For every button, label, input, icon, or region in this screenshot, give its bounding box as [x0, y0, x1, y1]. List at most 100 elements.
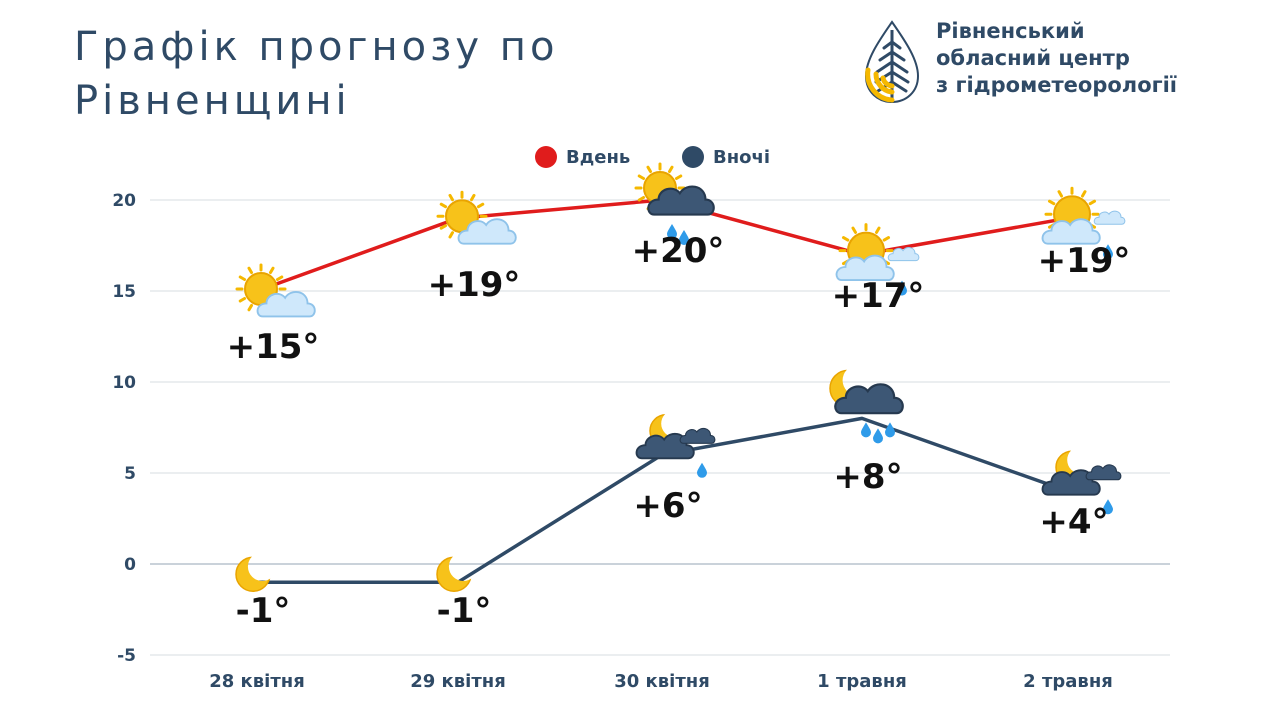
moon-icon [235, 556, 271, 592]
sun-rain-cloud-icon [634, 162, 715, 245]
moon-crescent [436, 556, 472, 592]
cloud-body [457, 218, 517, 245]
cloud-body [887, 247, 920, 262]
value-labels: +15° +19° +20° +17° +19° -1° -1° +6° +8° +4° [227, 231, 1131, 631]
legend-label: Вночі [713, 147, 770, 168]
rain-drop [1103, 244, 1113, 260]
x-tick-label: 2 травня [1023, 671, 1113, 692]
moon-icon [436, 556, 472, 592]
cloud-shape [679, 427, 716, 444]
cloud-body [1041, 218, 1101, 245]
sun-ray [238, 297, 247, 303]
sun-ray [448, 231, 454, 239]
rain-drop [697, 462, 707, 478]
day-value-label: +19° [1038, 241, 1131, 281]
cloud-shape [1093, 210, 1126, 225]
cloud-body [1093, 210, 1126, 225]
y-tick-label: 15 [112, 282, 136, 302]
sun-ray [448, 193, 454, 202]
sun-ray [1081, 190, 1087, 198]
day-value-label: +20° [632, 231, 725, 271]
sun-ray [1057, 190, 1063, 198]
sun-ray [637, 196, 646, 202]
day-value-label: +17° [832, 276, 925, 316]
moon-cloud-rain-icon [635, 414, 716, 478]
logo-line-2: обласний центр [936, 46, 1130, 70]
sun-ray [238, 275, 247, 281]
night-value-label: -1° [236, 591, 291, 631]
cloud-shape [1085, 464, 1122, 481]
cloud-body [1085, 464, 1122, 481]
sun-ray [439, 202, 448, 209]
night-value-label: +8° [833, 457, 902, 497]
cloud-body [635, 432, 695, 460]
x-tick-label: 29 квітня [410, 671, 506, 692]
page-title: Графік прогнозу по Рівненщині [74, 24, 559, 124]
sun-ray [674, 174, 683, 180]
day-value-label: +15° [227, 327, 320, 367]
sun-ray [269, 266, 275, 275]
cloud-shape [835, 254, 895, 282]
sun-ray [882, 236, 891, 242]
sun-ray [275, 275, 284, 281]
grid-lines [150, 199, 1170, 656]
moon-cloud-rain-icon [1041, 450, 1122, 515]
weather-icons [235, 162, 1126, 592]
rain-drop [1103, 499, 1113, 515]
sun-ray [851, 226, 857, 234]
y-tick-label: -5 [117, 646, 136, 666]
night-value-label: +4° [1039, 502, 1108, 542]
x-tick-label: 28 квітня [209, 671, 305, 692]
sun-cloud-rain-icon [1041, 186, 1126, 260]
rain-drop [667, 224, 677, 239]
cloud-body [1041, 469, 1101, 496]
sun-cloud-icon [436, 190, 517, 245]
cloud-shape [1041, 469, 1101, 496]
legend-item: Вдень [535, 146, 630, 168]
sun-ray [646, 165, 652, 174]
sun-ray [1047, 199, 1056, 206]
rain-drop [679, 230, 689, 245]
logo-line-3: з гідрометеорології [936, 73, 1177, 97]
sun-ray [668, 165, 674, 174]
cloud-shape [635, 432, 695, 460]
y-tick-label: 0 [124, 555, 136, 575]
legend-marker [682, 146, 704, 168]
legend: Вдень Вночі [535, 146, 770, 168]
x-tick-label: 30 квітня [614, 671, 710, 692]
legend-item: Вночі [682, 146, 770, 168]
sun-ray [470, 193, 476, 202]
x-axis-ticks: 28 квітня 29 квітня 30 квітня 1 травня 2 тра… [209, 671, 1113, 692]
cloud-body [834, 383, 904, 415]
rain-drop [861, 422, 871, 438]
y-tick-label: 10 [112, 373, 136, 393]
logo-line-1: Рівненський [936, 19, 1085, 43]
legend-label: Вдень [566, 147, 630, 168]
sun-ray [1088, 199, 1097, 206]
y-axis-ticks: -5 0 5 10 15 20 [112, 191, 136, 666]
moon-rain-cloud-icon [829, 369, 904, 444]
logo-text: Рівненський обласний центр з гідрометеор… [936, 18, 1177, 99]
sun-ray [875, 226, 881, 234]
x-tick-label: 1 травня [817, 671, 907, 692]
sun-cloud-rain-icon [835, 223, 920, 296]
cloud-body [679, 427, 716, 444]
sun-cloud-icon [235, 263, 316, 318]
rain-drop [897, 280, 907, 296]
legend-marker [535, 146, 557, 168]
sun-ray [439, 224, 448, 230]
cloud-shape [1041, 218, 1101, 245]
cloud-shape [647, 185, 715, 216]
rain-drop [873, 428, 883, 444]
sun-ray [841, 236, 850, 242]
logo: Рівненський обласний центр з гідрометеор… [862, 18, 1222, 108]
sun-ray [247, 303, 253, 312]
moon-crescent [235, 556, 271, 592]
day-value-label: +19° [428, 265, 521, 305]
y-tick-label: 5 [124, 464, 136, 484]
night-value-label: +6° [633, 486, 702, 526]
cloud-body [256, 291, 316, 318]
cloud-body [835, 254, 895, 282]
sun-ray [247, 266, 253, 275]
